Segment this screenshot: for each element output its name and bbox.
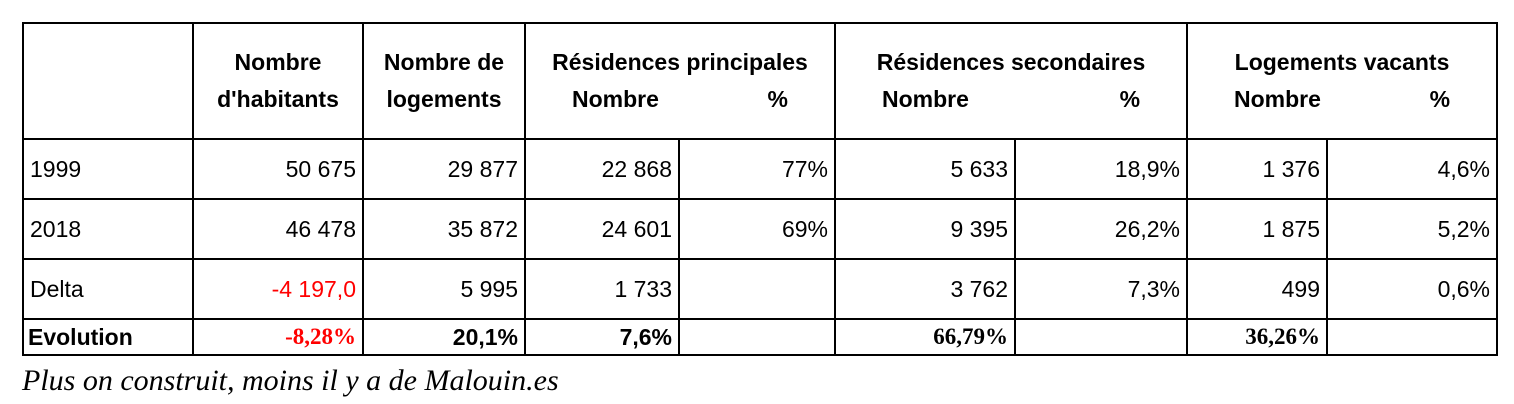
header-logements-line1: Nombre de (383, 49, 505, 75)
header-logements: Nombre de logements (362, 22, 526, 140)
cell-rs-nombre: 3 762 (834, 258, 1016, 320)
header-row: Nombre d'habitants Nombre de logements R… (22, 22, 1499, 140)
evolution-rp-nombre: 7,6% (524, 318, 680, 356)
cell-logements: 35 872 (362, 198, 526, 260)
header-logements-vacants: Logements vacants Nombre % (1186, 22, 1499, 140)
header-rp-title: Résidences principales (552, 49, 808, 75)
cell-rp-nombre: 1 733 (524, 258, 680, 320)
evolution-lv-nombre: 36,26% (1186, 318, 1329, 356)
cell-habitants: 50 675 (192, 138, 364, 200)
evolution-rs-pct-empty (1013, 318, 1189, 356)
cell-logements: 29 877 (362, 138, 526, 200)
header-rs-pct: % (1119, 86, 1141, 112)
caption: Plus on construit, moins il y a de Malou… (22, 364, 559, 397)
cell-habitants-negative: -4 197,0 (192, 258, 364, 320)
cell-lv-pct: 5,2% (1326, 198, 1499, 260)
header-logements-line2: logements (386, 86, 502, 112)
table-row: 2018 46 478 35 872 24 601 69% 9 395 26,2… (22, 198, 1499, 260)
table-row: 1999 50 675 29 877 22 868 77% 5 633 18,9… (22, 138, 1499, 200)
header-habitants: Nombre d'habitants (192, 22, 364, 140)
evolution-row: Evolution -8,28% 20,1% 7,6% 66,79% 36,26… (22, 318, 1499, 356)
header-rp-pct: % (767, 86, 788, 112)
cell-rs-nombre: 9 395 (834, 198, 1016, 260)
header-lv-pct: % (1429, 86, 1451, 112)
evolution-lv-pct-empty (1326, 318, 1499, 356)
header-habitants-line1: Nombre (234, 49, 322, 75)
header-lv-title: Logements vacants (1234, 49, 1450, 75)
evolution-rs-nombre: 66,79% (834, 318, 1016, 356)
cell-rs-pct: 7,3% (1013, 258, 1189, 320)
cell-lv-nombre: 1 875 (1186, 198, 1329, 260)
evolution-rp-pct-empty (678, 318, 836, 356)
header-rs-nombre: Nombre (882, 86, 969, 112)
row-label: Delta (22, 258, 194, 320)
evolution-label: Evolution (22, 318, 194, 356)
header-lv-nombre: Nombre (1234, 86, 1321, 112)
evolution-habitants: -8,28% (192, 318, 364, 356)
header-corner (22, 22, 194, 140)
table-row: Delta -4 197,0 5 995 1 733 3 762 7,3% 49… (22, 258, 1499, 320)
housing-table: Nombre d'habitants Nombre de logements R… (22, 22, 1499, 356)
cell-rp-nombre: 22 868 (524, 138, 680, 200)
cell-lv-nombre: 499 (1186, 258, 1329, 320)
cell-lv-pct: 4,6% (1326, 138, 1499, 200)
header-habitants-line2: d'habitants (217, 86, 339, 112)
header-rs-title: Résidences secondaires (876, 49, 1146, 75)
row-label: 1999 (22, 138, 194, 200)
evolution-logements: 20,1% (362, 318, 526, 356)
cell-rs-pct: 26,2% (1013, 198, 1189, 260)
header-rp-nombre: Nombre (572, 86, 659, 112)
cell-rs-nombre: 5 633 (834, 138, 1016, 200)
header-residences-principales: Résidences principales Nombre % (524, 22, 836, 140)
cell-rp-nombre: 24 601 (524, 198, 680, 260)
cell-rs-pct: 18,9% (1013, 138, 1189, 200)
row-label: 2018 (22, 198, 194, 260)
cell-habitants: 46 478 (192, 198, 364, 260)
cell-rp-pct: 69% (678, 198, 836, 260)
cell-logements: 5 995 (362, 258, 526, 320)
header-residences-secondaires: Résidences secondaires Nombre % (833, 22, 1189, 140)
cell-lv-pct: 0,6% (1326, 258, 1499, 320)
cell-rp-pct: 77% (678, 138, 836, 200)
cell-rp-pct (678, 258, 836, 320)
cell-lv-nombre: 1 376 (1186, 138, 1329, 200)
